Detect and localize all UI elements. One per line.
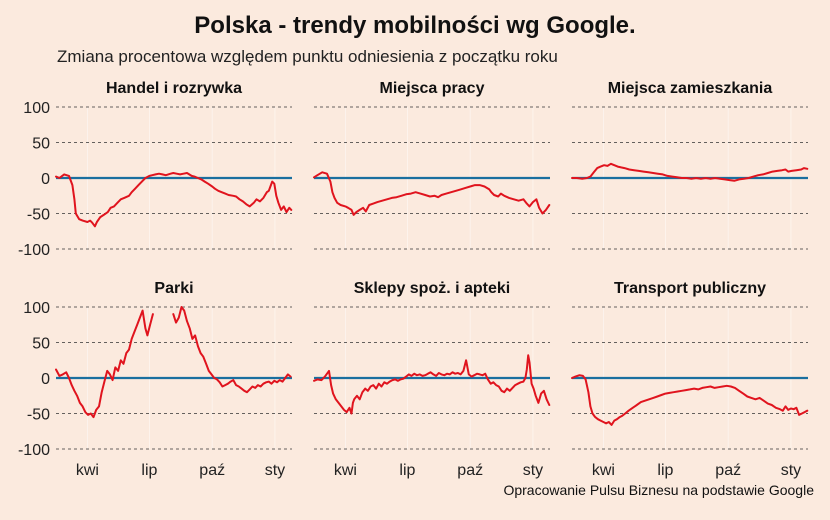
y-tick-label: -100 xyxy=(18,242,50,259)
x-tick-label: sty xyxy=(781,462,801,479)
facet-title: Miejsca zamieszkania xyxy=(608,80,773,97)
series-line xyxy=(571,162,809,182)
series-line xyxy=(55,309,154,419)
facet-title: Handel i rozrywka xyxy=(106,80,242,97)
series-line xyxy=(571,374,809,426)
y-tick-label: 100 xyxy=(23,300,50,317)
y-tick-label: -100 xyxy=(18,442,50,459)
chart-subtitle: Zmiana procentowa względem punktu odnies… xyxy=(57,47,558,66)
x-tick-label: paź xyxy=(457,462,483,479)
y-tick-label: 0 xyxy=(41,371,50,388)
facet-panel: Parki 100 50 0 -50 -100 kwi lip paź sty xyxy=(18,280,292,479)
facet-panel: Handel i rozrywka 100 50 0 -50 -100 xyxy=(18,80,293,259)
x-tick-label: lip xyxy=(399,462,415,479)
facet-panel: Sklepy spoż. i apteki kwi lip paź sty xyxy=(313,280,551,479)
facet-title: Miejsca pracy xyxy=(380,80,485,97)
x-tick-label: paź xyxy=(715,462,741,479)
facet-panel: Miejsca pracy xyxy=(313,80,551,250)
series-line xyxy=(313,171,551,216)
x-tick-label: kwi xyxy=(592,462,615,479)
facet-panel: Transport publiczny kwi lip paź sty xyxy=(571,280,809,479)
facet-title: Transport publiczny xyxy=(614,280,766,297)
chart-title: Polska - trendy mobilności wg Google. xyxy=(194,12,636,39)
x-tick-label: kwi xyxy=(76,462,99,479)
series-line xyxy=(313,354,551,415)
y-tick-label: 0 xyxy=(41,171,50,188)
x-tick-label: paź xyxy=(199,462,225,479)
y-tick-label: 100 xyxy=(23,100,50,117)
y-tick-label: -50 xyxy=(27,207,50,224)
facet-panel: Miejsca zamieszkania xyxy=(571,80,809,250)
x-tick-label: sty xyxy=(523,462,543,479)
x-tick-label: lip xyxy=(657,462,673,479)
x-tick-label: lip xyxy=(141,462,157,479)
x-tick-label: sty xyxy=(265,462,285,479)
facet-title: Parki xyxy=(154,280,193,297)
y-tick-label: 50 xyxy=(32,136,50,153)
series-line xyxy=(55,172,293,228)
y-tick-label: 50 xyxy=(32,336,50,353)
x-tick-label: kwi xyxy=(334,462,357,479)
chart-caption: Opracowanie Pulsu Biznesu na podstawie G… xyxy=(503,482,814,498)
series-line xyxy=(172,306,292,394)
y-tick-label: -50 xyxy=(27,407,50,424)
facet-title: Sklepy spoż. i apteki xyxy=(354,280,511,297)
